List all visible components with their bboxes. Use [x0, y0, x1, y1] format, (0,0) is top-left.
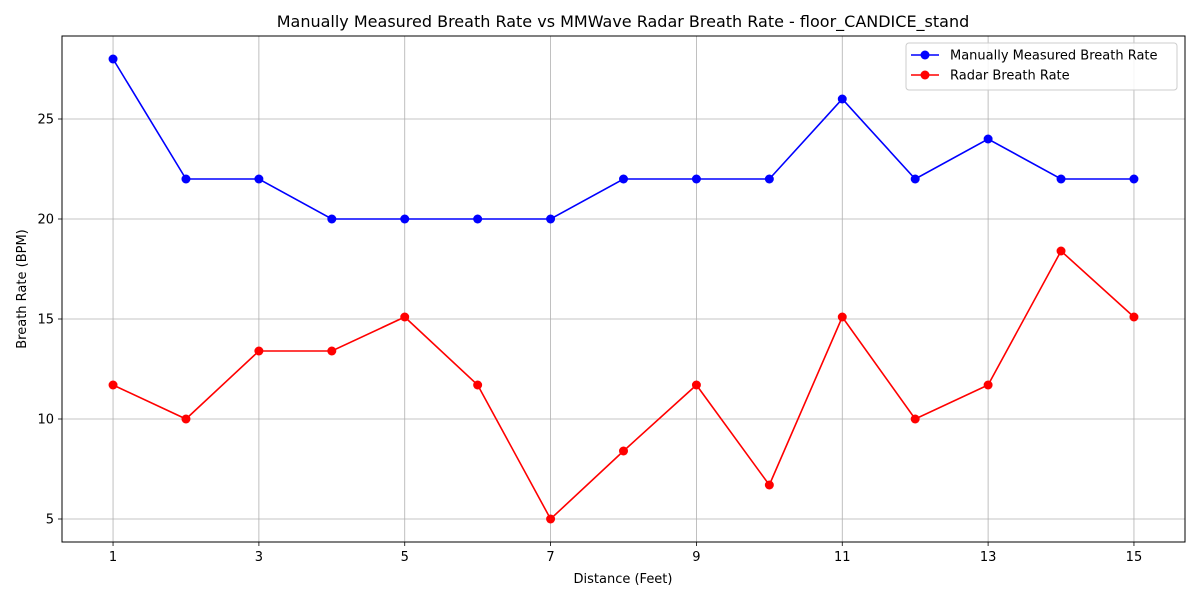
- data-point: [837, 312, 847, 322]
- data-point: [400, 214, 410, 224]
- x-tick-label: 5: [401, 550, 409, 565]
- x-tick-label: 13: [980, 550, 997, 565]
- data-point: [1056, 246, 1066, 256]
- data-point: [546, 514, 556, 524]
- data-point: [108, 380, 118, 390]
- data-point: [691, 174, 701, 184]
- data-point: [327, 346, 337, 356]
- y-tick-label: 15: [37, 313, 54, 328]
- data-point: [764, 480, 774, 490]
- data-point: [400, 312, 410, 322]
- y-axis-label: Breath Rate (BPM): [15, 229, 30, 348]
- series-group: [108, 54, 1139, 524]
- x-tick-label: 7: [546, 550, 554, 565]
- legend-label: Radar Breath Rate: [950, 69, 1070, 84]
- series-1: [108, 54, 1139, 224]
- data-point: [1056, 174, 1066, 184]
- plot-frame: [61, 35, 1186, 543]
- legend-entry: Manually Measured Breath Rate: [911, 49, 1158, 64]
- y-tick-label: 5: [46, 513, 54, 528]
- y-tick-label: 25: [37, 113, 54, 128]
- grid: [62, 36, 1185, 542]
- data-point: [327, 214, 337, 224]
- y-tick-label: 20: [37, 213, 54, 228]
- data-point: [181, 414, 191, 424]
- legend-swatch-marker: [920, 70, 930, 80]
- data-point: [619, 174, 628, 184]
- series-2: [108, 246, 1139, 524]
- y-axis-ticks: 5 10 15 20 25: [37, 113, 62, 528]
- data-point: [473, 380, 483, 390]
- x-tick-label: 3: [255, 550, 263, 565]
- data-point: [108, 54, 118, 64]
- data-point: [1129, 174, 1139, 184]
- legend: Manually Measured Breath Rate Radar Breat…: [905, 42, 1178, 91]
- data-point: [1129, 312, 1139, 322]
- data-point: [983, 380, 993, 390]
- data-point: [910, 414, 920, 424]
- x-tick-label: 11: [834, 550, 851, 565]
- legend-label: Manually Measured Breath Rate: [950, 49, 1158, 64]
- data-point: [764, 174, 774, 184]
- data-point: [473, 214, 483, 224]
- x-axis-ticks: 1 3 5 7 9 11 13 15: [109, 542, 1142, 565]
- x-tick-label: 1: [109, 550, 117, 565]
- legend-box: [905, 42, 1178, 91]
- data-point: [254, 346, 264, 356]
- data-point: [691, 380, 701, 390]
- x-axis-label: Distance (Feet): [574, 572, 673, 587]
- x-tick-label: 9: [692, 550, 700, 565]
- data-point: [983, 134, 993, 144]
- data-point: [619, 446, 628, 456]
- data-point: [910, 174, 920, 184]
- legend-swatch-marker: [920, 50, 930, 60]
- data-point: [181, 174, 191, 184]
- y-tick-label: 10: [37, 413, 54, 428]
- x-tick-label: 15: [1126, 550, 1143, 565]
- legend-entry: Radar Breath Rate: [911, 69, 1070, 84]
- data-point: [837, 94, 847, 104]
- data-point: [546, 214, 556, 224]
- data-point: [254, 174, 264, 184]
- chart-title: Manually Measured Breath Rate vs MMWave …: [277, 12, 970, 32]
